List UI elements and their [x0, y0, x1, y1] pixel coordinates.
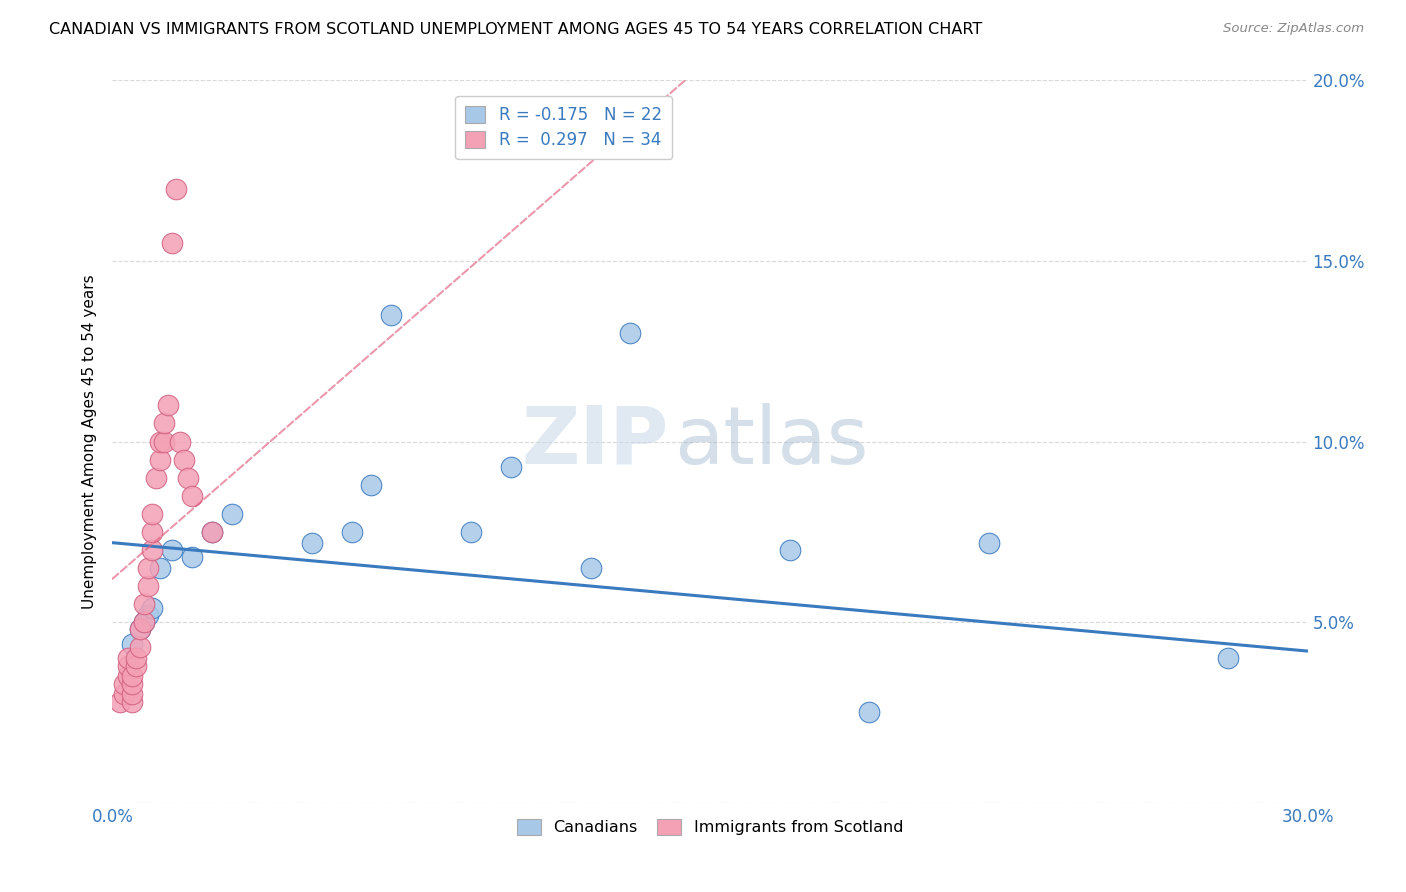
Point — [977, 535, 1000, 549]
Point — [114, 676, 135, 690]
Point — [460, 524, 482, 539]
Point — [153, 434, 176, 449]
Point — [181, 550, 204, 565]
Point — [129, 640, 152, 655]
Point — [125, 651, 148, 665]
Text: ZIP: ZIP — [522, 402, 668, 481]
Point — [579, 561, 602, 575]
Point — [201, 524, 224, 539]
Point — [779, 542, 801, 557]
Point — [141, 507, 163, 521]
Point — [134, 597, 156, 611]
Point — [149, 434, 172, 449]
Point — [141, 600, 163, 615]
Point — [134, 615, 156, 630]
Point — [301, 535, 323, 549]
Point — [121, 687, 143, 701]
Point — [162, 542, 183, 557]
Point — [499, 459, 522, 474]
Point — [117, 658, 139, 673]
Point — [162, 235, 183, 250]
Point — [129, 623, 152, 637]
Point — [145, 471, 167, 485]
Point — [125, 658, 148, 673]
Point — [340, 524, 363, 539]
Point — [173, 452, 195, 467]
Point — [221, 507, 243, 521]
Point — [858, 706, 880, 720]
Point — [141, 542, 163, 557]
Point — [157, 398, 180, 412]
Point — [110, 695, 132, 709]
Point — [149, 561, 172, 575]
Point — [177, 471, 200, 485]
Text: Source: ZipAtlas.com: Source: ZipAtlas.com — [1223, 22, 1364, 36]
Y-axis label: Unemployment Among Ages 45 to 54 years: Unemployment Among Ages 45 to 54 years — [82, 274, 97, 609]
Point — [360, 478, 382, 492]
Point — [138, 561, 160, 575]
Text: CANADIAN VS IMMIGRANTS FROM SCOTLAND UNEMPLOYMENT AMONG AGES 45 TO 54 YEARS CORR: CANADIAN VS IMMIGRANTS FROM SCOTLAND UNE… — [49, 22, 983, 37]
Text: atlas: atlas — [675, 402, 869, 481]
Point — [121, 695, 143, 709]
Point — [181, 489, 204, 503]
Point — [117, 669, 139, 683]
Point — [153, 417, 176, 431]
Point — [138, 579, 160, 593]
Point — [138, 607, 160, 622]
Point — [1216, 651, 1239, 665]
Point — [380, 308, 402, 322]
Point — [117, 651, 139, 665]
Point — [619, 326, 641, 340]
Point — [114, 687, 135, 701]
Point — [201, 524, 224, 539]
Point — [169, 434, 191, 449]
Point — [149, 452, 172, 467]
Point — [121, 676, 143, 690]
Point — [121, 637, 143, 651]
Point — [165, 182, 187, 196]
Legend: Canadians, Immigrants from Scotland: Canadians, Immigrants from Scotland — [510, 813, 910, 842]
Point — [141, 524, 163, 539]
Point — [134, 615, 156, 630]
Point — [129, 623, 152, 637]
Point — [121, 669, 143, 683]
